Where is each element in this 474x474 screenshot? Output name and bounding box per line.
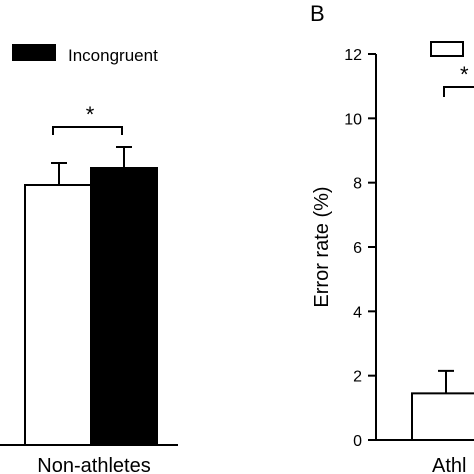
panel-b-y-tick-label: 2 xyxy=(353,369,362,386)
panel-b-legend-swatch-congruent xyxy=(430,41,464,57)
panel-b-bar xyxy=(411,392,474,442)
panel-a-errorbar-congruent xyxy=(51,162,67,185)
panel-b-significance-bracket xyxy=(443,86,474,97)
panel-b-y-tick-label: 4 xyxy=(353,304,362,321)
panel-a-significance-star: * xyxy=(86,102,95,127)
panel-b-y-tick-label: 8 xyxy=(353,176,362,193)
panel-a-significance-bracket xyxy=(52,126,123,135)
panel-b-label: B xyxy=(310,1,325,26)
panel-b-bars xyxy=(411,369,474,442)
panel-b-y-tick-label: 10 xyxy=(344,111,362,128)
panel-b-y-ticks: 0 2 4 6 8 10 12 xyxy=(344,47,376,450)
panel-b-significance-star: * xyxy=(460,62,469,87)
panel-b-y-tick-label: 6 xyxy=(353,240,362,257)
legend-label-incongruent: Incongruent xyxy=(68,46,158,65)
panel-b-category-label: Athl xyxy=(432,455,466,474)
panel-a: Incongruent * Non-athletes xyxy=(0,44,178,474)
panel-a-bar-incongruent xyxy=(90,167,158,446)
panel-a-bar-congruent xyxy=(24,184,92,446)
panel-b-y-tick-label: 0 xyxy=(353,433,362,450)
panel-a-errorbar-incongruent xyxy=(116,146,132,168)
panel-b: B * 0 2 4 6 8 10 12 Error rate (%) Athl xyxy=(310,1,474,474)
panel-b-y-tick-label: 12 xyxy=(344,47,362,64)
panel-b-y-axis-label: Error rate (%) xyxy=(311,186,333,307)
legend-swatch-incongruent xyxy=(12,44,56,61)
panel-b-errorbar xyxy=(438,369,454,394)
panel-a-category-label: Non-athletes xyxy=(37,455,150,474)
